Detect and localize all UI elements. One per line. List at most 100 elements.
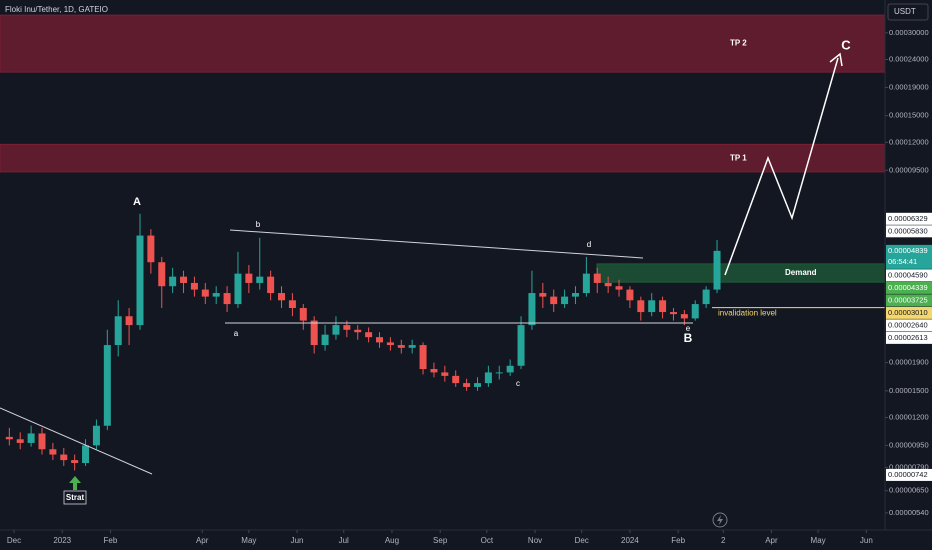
price-label-box (886, 269, 932, 282)
candle-body (212, 293, 220, 297)
x-tick-label: May (241, 536, 256, 545)
candle-body (136, 235, 144, 326)
y-tick-label: 0.00030000 (889, 28, 929, 37)
candle-body (49, 449, 57, 455)
axes: 0.00030000 0.00024000 0.00019000 0.00015000… (7, 28, 932, 545)
candle-body (201, 289, 209, 297)
arrow-head (829, 52, 843, 67)
candle-body (158, 262, 166, 287)
wave-label: B (684, 331, 693, 345)
x-tick-label: 2024 (621, 536, 639, 545)
candle-body (5, 436, 13, 440)
x-tick-label: 2 (721, 536, 726, 545)
candle-body (463, 383, 471, 387)
zone-label: Demand (785, 268, 817, 277)
candle-body (604, 282, 612, 287)
trend-line (0, 407, 153, 475)
y-tick-label: 0.00009500 (889, 165, 929, 174)
zone (596, 263, 885, 283)
wave-label: c (516, 379, 520, 388)
candle-body (60, 454, 68, 461)
candle-body (82, 445, 90, 463)
candle-body (571, 293, 579, 297)
candle-body (680, 314, 688, 319)
wave-label: e (686, 324, 691, 333)
x-tick-label: Feb (104, 536, 118, 545)
candle-body (473, 383, 481, 387)
price-label-box (886, 244, 932, 269)
candle-body (180, 276, 188, 283)
candle-body (626, 289, 634, 301)
y-tick-label: 0.00012000 (889, 137, 929, 146)
price-label: 0.00003010 (888, 308, 928, 317)
zones (0, 14, 885, 309)
candle-body (332, 325, 340, 335)
candle-body (452, 375, 460, 384)
zone-labels: TP 2 TP 1 Demand invalidation level (718, 39, 817, 318)
candle-body (147, 235, 155, 263)
candle-body (386, 342, 394, 346)
candle-body (441, 372, 449, 376)
candle-body (365, 332, 373, 338)
wave-label: C (841, 37, 851, 52)
candle-body (310, 320, 318, 346)
candle-body (169, 276, 177, 287)
drawings: A b a c d e B C Strat (0, 37, 851, 528)
x-tick-label: Aug (385, 536, 399, 545)
candle-body (408, 345, 416, 348)
price-label: 0.00000742 (888, 470, 928, 479)
up-arrow (69, 476, 81, 490)
projection-path (724, 57, 839, 276)
y-tick-label: 0.00000650 (889, 486, 929, 495)
y-tick-label: 0.00001500 (889, 386, 929, 395)
candle-body (38, 433, 46, 450)
x-tick-label: Dec (7, 536, 21, 545)
price-label: 0.00004839 (888, 246, 928, 255)
y-tick-label: 0.00000950 (889, 440, 929, 449)
candle-body (637, 300, 645, 313)
candle-body (506, 365, 514, 373)
y-tick-label: 0.00019000 (889, 82, 929, 91)
candle-body (223, 293, 231, 305)
zone-label: TP 2 (730, 39, 747, 48)
y-tick-label: 0.00000540 (889, 508, 929, 517)
y-tick-label: 0.00000790 (889, 462, 929, 471)
candle-body (484, 372, 492, 384)
candle-body (92, 425, 100, 446)
candle-body (561, 296, 569, 305)
x-tick-label: Sep (433, 536, 448, 545)
zone-label: TP 1 (730, 153, 747, 162)
candle-body (669, 312, 677, 315)
price-label-box (886, 331, 932, 344)
x-tick-label: Jul (339, 536, 349, 545)
candle-body (376, 337, 384, 343)
candle-body (691, 304, 699, 319)
candle-body (593, 273, 601, 283)
x-tick-label: 2023 (53, 536, 71, 545)
chart-header: Floki Inu/Tether, 1D, GATEIO (5, 5, 108, 14)
candle-body (278, 293, 286, 301)
candle-body (267, 276, 275, 294)
lightning-icon[interactable] (712, 512, 728, 528)
price-label: 0.00006329 (888, 214, 928, 223)
y-tick-label: 0.00001900 (889, 358, 929, 367)
wave-label: b (256, 220, 261, 229)
candle-body (517, 325, 525, 366)
y-tick-label: 0.00015000 (889, 111, 929, 120)
candle-body (528, 293, 536, 326)
candles (5, 213, 721, 471)
strat-box (63, 490, 87, 505)
currency-button[interactable] (887, 3, 929, 21)
trend-line (229, 229, 644, 259)
zone (0, 14, 885, 73)
candle-body (125, 316, 133, 326)
wave-label: a (234, 329, 239, 338)
x-tick-label: Jun (860, 536, 873, 545)
candle-body (397, 345, 405, 348)
candle-body (343, 325, 351, 330)
price-label: 0.00003725 (888, 295, 928, 304)
countdown: 06:54:41 (888, 257, 917, 266)
x-tick-label: Jun (291, 536, 304, 545)
x-tick-label: Dec (575, 536, 589, 545)
